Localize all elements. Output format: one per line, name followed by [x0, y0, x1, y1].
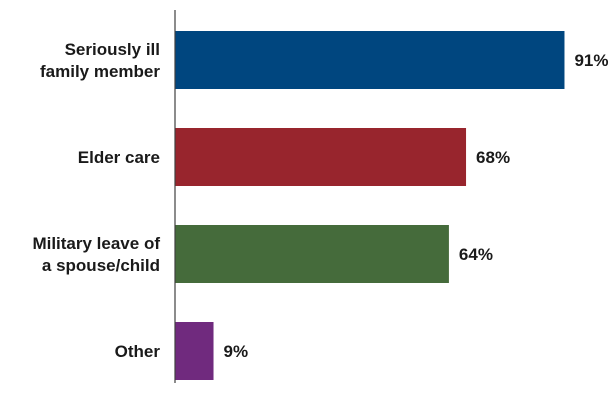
category-label-line: a spouse/child	[42, 256, 160, 275]
category-label-line: Elder care	[78, 148, 160, 167]
category-label-line: Military leave of	[32, 234, 160, 253]
category-label-line: Other	[115, 342, 161, 361]
category-label-0: Seriously ill family member	[40, 40, 160, 81]
category-label-1: Elder care	[78, 148, 160, 167]
bar-0	[175, 31, 565, 89]
value-label-1: 68%	[476, 148, 510, 167]
value-label-2: 64%	[459, 245, 493, 264]
value-label-0: 91%	[574, 51, 608, 70]
bars-group	[175, 31, 565, 380]
category-label-line: Seriously ill	[65, 40, 160, 59]
category-labels-group: Seriously ill family member Elder care Mili…	[32, 40, 160, 361]
category-label-2: Military leave of a spouse/child	[32, 234, 160, 275]
value-labels-group: 91% 68% 64% 9%	[224, 51, 609, 361]
bar-2	[175, 225, 449, 283]
value-label-3: 9%	[224, 342, 249, 361]
bar-1	[175, 128, 467, 186]
bar-3	[175, 322, 214, 380]
category-label-line: family member	[40, 62, 160, 81]
category-label-3: Other	[115, 342, 161, 361]
